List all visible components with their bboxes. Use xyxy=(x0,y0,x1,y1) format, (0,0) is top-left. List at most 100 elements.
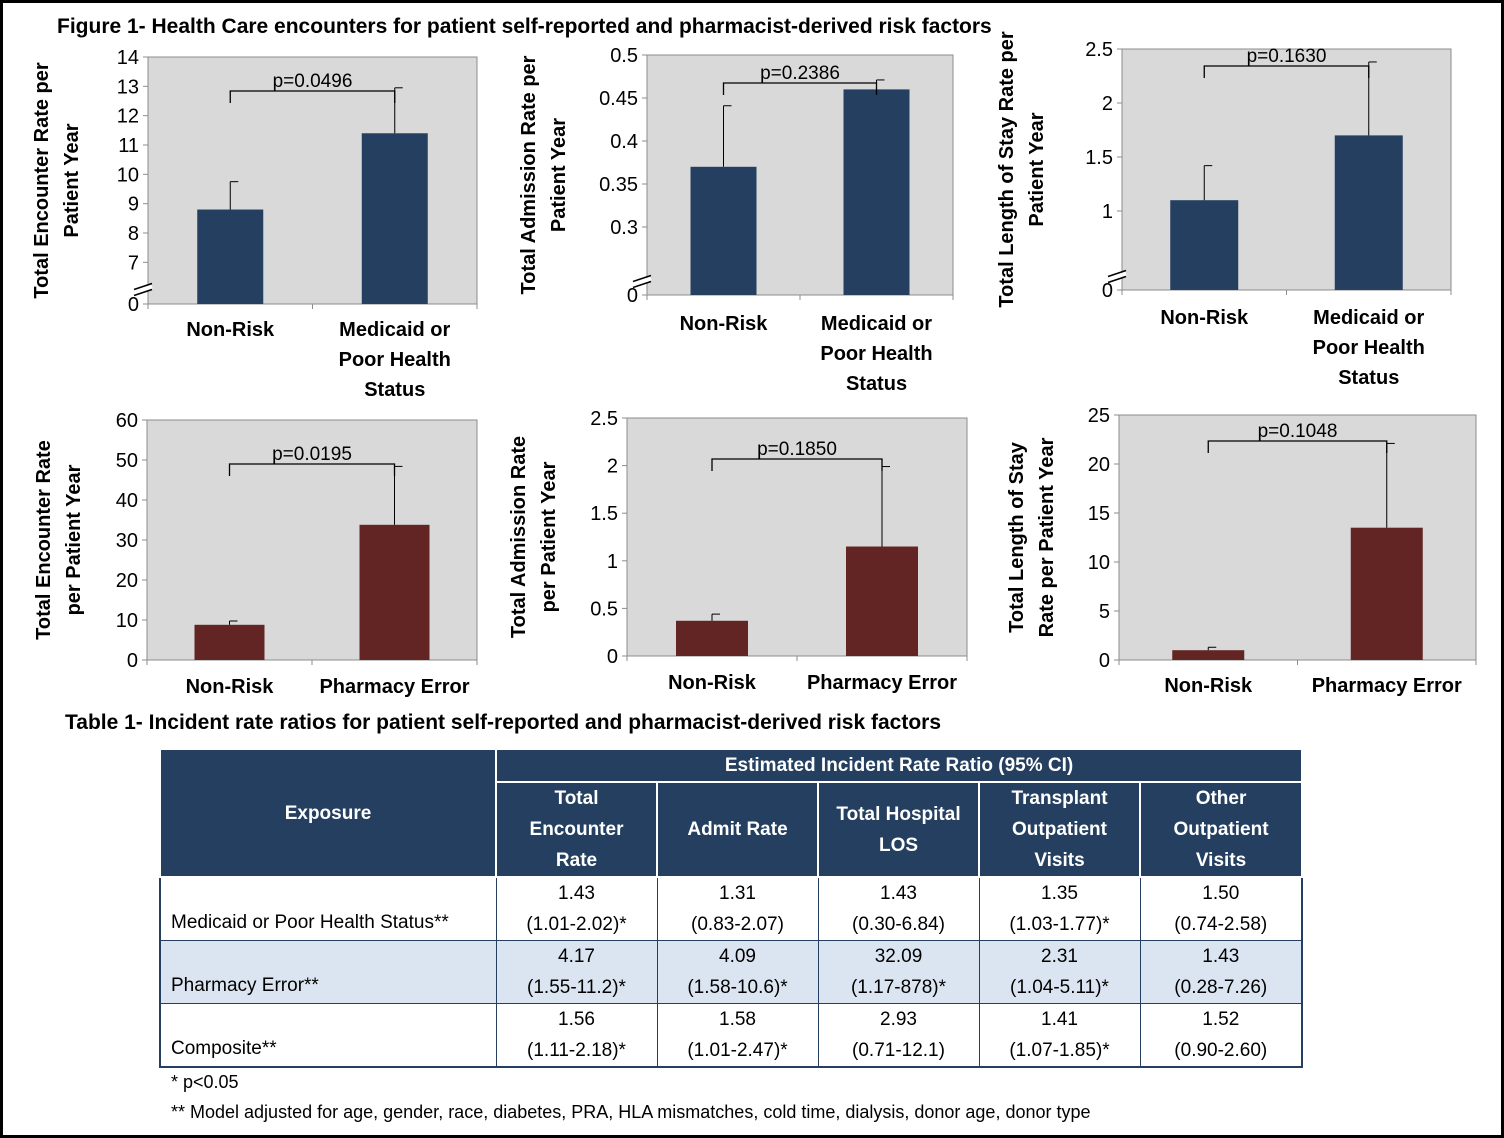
x-category-label: Poor Health xyxy=(1313,337,1425,359)
y-tick-label: 1.5 xyxy=(590,503,618,525)
axis-break-mark xyxy=(1107,269,1127,278)
significance-bracket xyxy=(229,90,396,103)
y-axis-title: Total Encounter Rate per xyxy=(31,62,53,299)
irr-cell: 2.93 (0.71-12.1) xyxy=(817,1003,980,1068)
irr-estimate: 1.56 xyxy=(558,1009,595,1030)
irr-confidence-interval: (1.17-878)* xyxy=(850,977,947,998)
y-tick-label: 13 xyxy=(117,76,139,98)
y-tick-label: 60 xyxy=(116,410,138,432)
significance-bracket xyxy=(1203,65,1370,78)
y-tick-label: 0 xyxy=(607,646,618,668)
irr-cell: 1.50 (0.74-2.58) xyxy=(1139,876,1303,941)
header-column-line: Rate xyxy=(555,850,598,871)
x-category-label: Medicaid or xyxy=(821,313,932,335)
irr-estimate: 4.17 xyxy=(558,946,595,967)
irr-confidence-interval: (0.28-7.26) xyxy=(1174,977,1268,998)
y-tick-label: 50 xyxy=(116,450,138,472)
irr-table: Exposure Estimated Incident Rate Ratio (… xyxy=(159,748,1304,1068)
bar xyxy=(1350,527,1423,660)
header-irr-group: Estimated Incident Rate Ratio (95% CI) xyxy=(494,748,1304,783)
p-value-label: p=0.1850 xyxy=(757,439,837,460)
irr-confidence-interval: (1.01-2.47)* xyxy=(687,1040,788,1061)
y-tick-label: 1.5 xyxy=(1085,147,1113,169)
x-category-label: Poor Health xyxy=(820,343,932,365)
table-row: Pharmacy Error** 4.17 (1.55-11.2)* 4.09 (1.5… xyxy=(159,940,1303,1004)
y-tick-label: 25 xyxy=(1088,405,1110,427)
p-value-label: p=0.0195 xyxy=(272,444,352,465)
y-tick-label: 9 xyxy=(128,194,139,216)
y-tick-label: 8 xyxy=(128,223,139,245)
irr-estimate: 1.35 xyxy=(1041,883,1078,904)
bar xyxy=(690,166,757,295)
axis-break-mark xyxy=(133,288,153,297)
y-tick-label: 7 xyxy=(128,252,139,274)
y-tick-label: 40 xyxy=(116,490,138,512)
chart-admission-medicaid: 0.3 0.35 0.4 0.45 0.5 0 p=0.2386 Non-Risk Medica… xyxy=(518,45,954,395)
header-column-line: Total xyxy=(554,788,599,809)
p-value-label: p=0.1048 xyxy=(1258,421,1338,442)
y-tick-label: 30 xyxy=(116,530,138,552)
y-tick-label: 0.3 xyxy=(610,217,638,239)
irr-estimate: 1.43 xyxy=(880,883,917,904)
axis-break-mark xyxy=(1107,275,1127,284)
irr-confidence-interval: (1.01-2.02)* xyxy=(526,914,627,935)
p-value-label: p=0.1630 xyxy=(1247,46,1327,67)
figure-title: Figure 1- Health Care encounters for pat… xyxy=(57,15,992,38)
irr-cell: 1.43 (0.28-7.26) xyxy=(1139,940,1303,1004)
irr-cell: 1.35 (1.03-1.77)* xyxy=(978,876,1141,941)
x-category-label: Non-Risk xyxy=(186,319,275,341)
axis-break-gap xyxy=(632,276,652,287)
y-tick-label: 5 xyxy=(1099,601,1110,623)
y-tick-label: 0 xyxy=(128,294,139,316)
header-column-line: Outpatient xyxy=(1173,819,1269,840)
irr-estimate: 32.09 xyxy=(874,946,923,967)
y-tick-label: 2.5 xyxy=(590,408,618,430)
irr-confidence-interval: (1.07-1.85)* xyxy=(1009,1040,1110,1061)
y-axis-title: Patient Year xyxy=(61,123,83,237)
y-axis-title: Total Admission Rate per xyxy=(518,55,540,294)
bar xyxy=(1170,200,1239,290)
header-column-line: Total Hospital xyxy=(836,803,961,825)
axis-break-gap xyxy=(1107,271,1127,282)
y-tick-label: 12 xyxy=(117,106,139,128)
header-column-line: Transplant xyxy=(1011,788,1108,809)
axis-break-mark xyxy=(133,282,153,291)
irr-estimate: 1.50 xyxy=(1202,883,1240,904)
header-column-line: Admit Rate xyxy=(687,819,788,840)
y-axis-title: Total Length of Stay xyxy=(1006,441,1028,633)
header-column-line: Outpatient xyxy=(1012,819,1107,840)
irr-confidence-interval: (1.11-2.18)* xyxy=(527,1040,626,1061)
y-axis-title: Total Admission Rate xyxy=(508,436,530,638)
y-tick-label: 0.5 xyxy=(610,45,638,67)
irr-estimate: 1.31 xyxy=(719,883,756,904)
bar xyxy=(359,524,430,660)
irr-confidence-interval: (1.03-1.77)* xyxy=(1009,914,1110,935)
y-tick-label: 2 xyxy=(1102,93,1113,115)
y-tick-label: 1 xyxy=(607,551,618,573)
irr-confidence-interval: (1.04-5.11)* xyxy=(1010,977,1109,998)
y-tick-label: 0 xyxy=(627,285,638,307)
header-exposure: Exposure xyxy=(159,748,497,878)
bar xyxy=(1334,135,1403,290)
irr-confidence-interval: (0.90-2.60) xyxy=(1174,1040,1268,1061)
header-column-line: Encounter xyxy=(529,819,624,840)
header-column: Total Hospital LOS xyxy=(817,781,980,878)
header-column-line: Other xyxy=(1195,788,1247,809)
significance-bracket xyxy=(228,463,396,476)
irr-confidence-interval: (0.30-6.84) xyxy=(852,914,945,935)
axis-break-mark xyxy=(632,274,652,283)
y-tick-label: 2.5 xyxy=(1085,39,1113,61)
x-category-label: Medicaid or xyxy=(1313,307,1424,329)
x-category-label: Status xyxy=(364,379,425,401)
table-header-row: Exposure Estimated Incident Rate Ratio (… xyxy=(159,748,1304,878)
bar xyxy=(676,620,748,656)
footnote-model: ** Model adjusted for age, gender, race,… xyxy=(171,1102,1091,1122)
irr-cell: 1.56 (1.11-2.18)* xyxy=(495,1003,658,1068)
y-tick-label: 14 xyxy=(117,47,139,69)
header-column-line: LOS xyxy=(878,834,919,856)
y-tick-label: 0.45 xyxy=(599,88,638,110)
irr-estimate: 1.58 xyxy=(719,1009,756,1030)
x-category-label: Poor Health xyxy=(339,349,451,371)
y-axis-title: Total Length of Stay Rate per xyxy=(996,31,1018,308)
